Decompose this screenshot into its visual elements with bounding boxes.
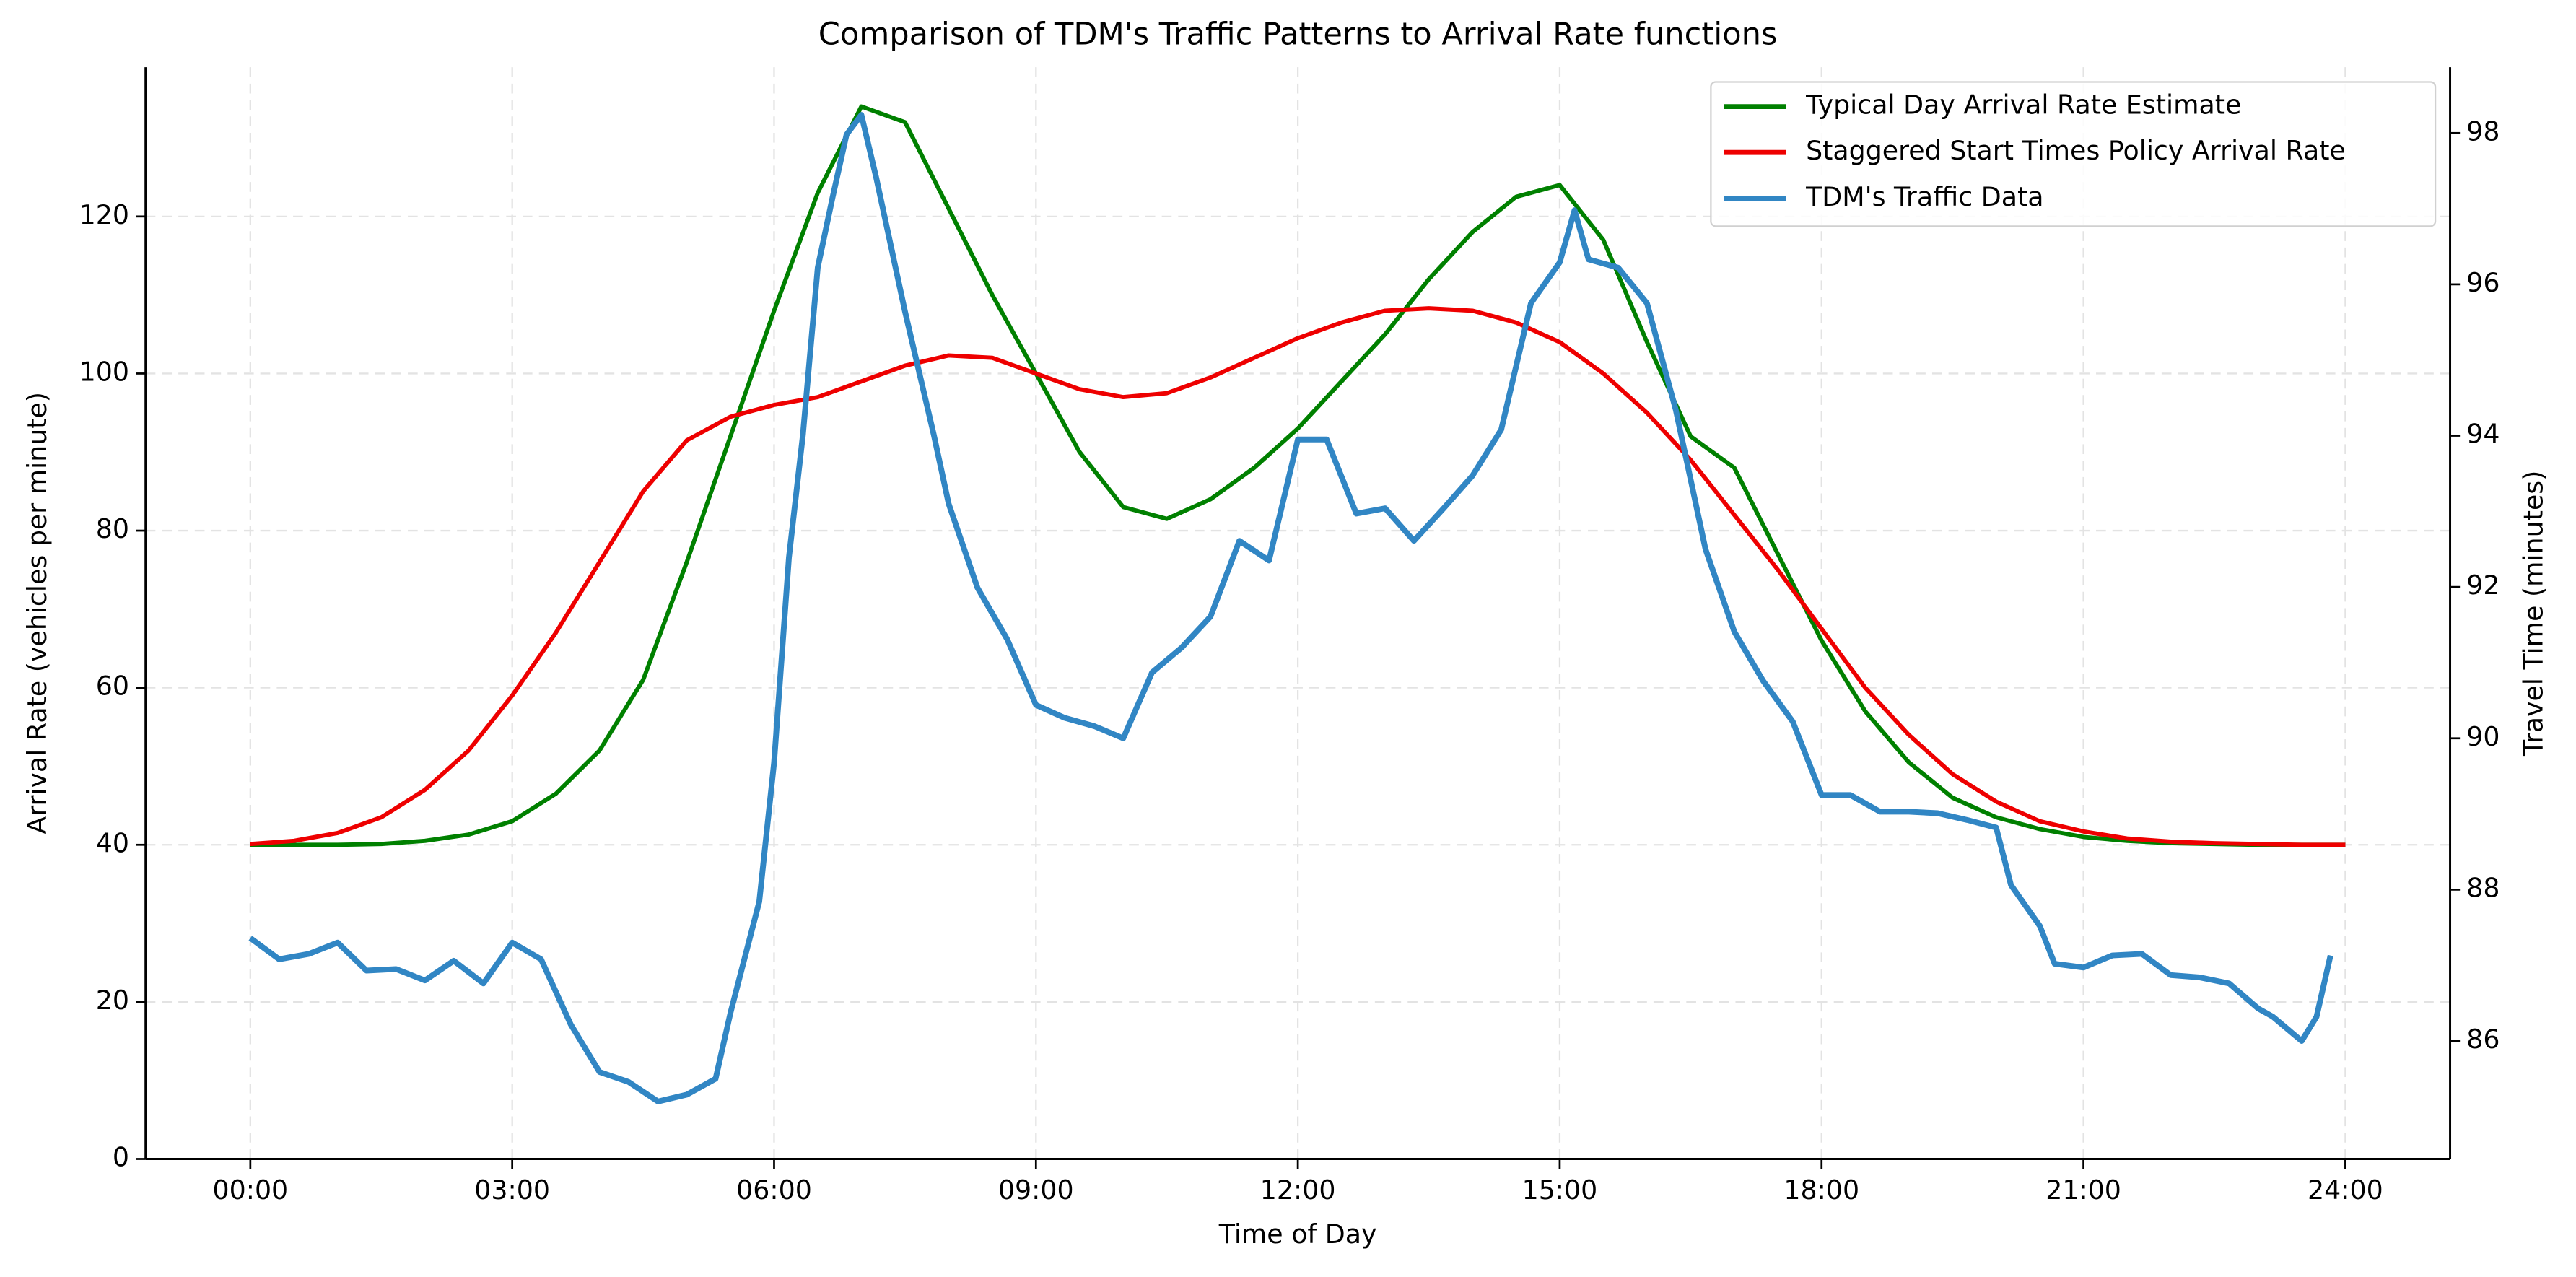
legend: Typical Day Arrival Rate Estimate Stagger… [1710, 81, 2437, 227]
y2-tick-label: 90 [2466, 721, 2499, 752]
y2-tick-label: 88 [2466, 872, 2499, 903]
x-tick-label: 12:00 [1260, 1174, 1336, 1206]
x-tick-label: 15:00 [1522, 1174, 1598, 1206]
x-tick-label: 00:00 [212, 1174, 288, 1206]
y-tick-label: 80 [96, 513, 129, 544]
legend-box [1710, 81, 2437, 227]
series-line [250, 306, 2346, 847]
x-tick-label: 24:00 [2308, 1174, 2383, 1206]
x-tick-label: 03:00 [474, 1174, 550, 1206]
y-tick-label: 60 [96, 671, 129, 702]
series-line [248, 112, 2333, 1104]
y2-axis-label: Travel Time (minutes) [2518, 471, 2549, 757]
y2-tick-label: 96 [2466, 267, 2499, 298]
y-tick-label: 120 [79, 199, 129, 230]
x-axis-label: Time of Day [1218, 1219, 1377, 1250]
chart-title: Comparison of TDM's Traffic Patterns to … [818, 16, 1778, 52]
x-tick-label: 09:00 [998, 1174, 1074, 1206]
y-tick-label: 100 [79, 356, 129, 387]
y-axis-label: Arrival Rate (vehicles per minute) [22, 392, 53, 834]
y2-tick-label: 92 [2466, 570, 2499, 601]
x-tick-label: 06:00 [736, 1174, 812, 1206]
x-tick-label: 21:00 [2045, 1174, 2121, 1206]
series-line [250, 104, 2346, 847]
y2-tick-label: 98 [2466, 116, 2499, 147]
y2-tick-label: 86 [2466, 1024, 2499, 1055]
y-tick-label: 40 [96, 827, 129, 858]
y-tick-label: 20 [96, 985, 129, 1016]
legend-label: Staggered Start Times Policy Arrival Rat… [1806, 135, 2346, 166]
y-tick-label: 0 [113, 1141, 129, 1172]
legend-label: TDM's Traffic Data [1805, 181, 2043, 212]
y2-tick-label: 94 [2466, 419, 2499, 450]
legend-label: Typical Day Arrival Rate Estimate [1805, 90, 2241, 121]
x-tick-label: 18:00 [1783, 1174, 1859, 1206]
